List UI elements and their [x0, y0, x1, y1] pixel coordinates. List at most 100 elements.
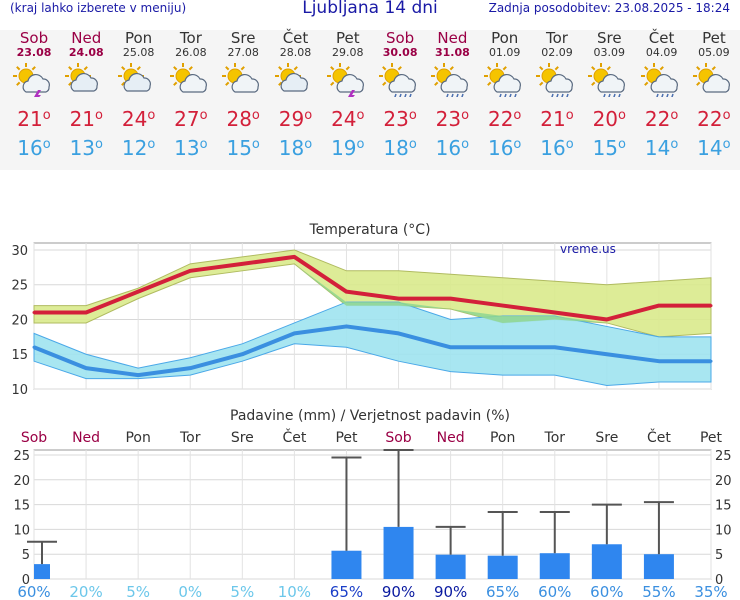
max-temp: 23o	[383, 107, 417, 131]
y-tick-label: 10	[11, 383, 28, 395]
data-point	[188, 269, 192, 273]
min-temp: 13o	[174, 136, 208, 160]
sun-cloud-rain-icon	[536, 63, 573, 101]
day-date: 25.08	[122, 46, 155, 59]
data-point	[709, 359, 713, 363]
data-point	[397, 331, 401, 335]
data-point	[292, 255, 296, 259]
day-column: Tor 02.09 21o 16o	[531, 30, 583, 160]
day-date: 26.08	[175, 46, 207, 59]
max-temp: 21o	[69, 107, 103, 131]
day-name: Ned	[71, 29, 102, 47]
data-point	[553, 311, 557, 315]
y-tick-label: 25	[11, 279, 28, 294]
day-column: Pon 01.09 22o 16o	[479, 30, 531, 160]
min-temp: 13o	[69, 136, 103, 160]
precip-probability: 55%	[642, 583, 675, 600]
day-column: Pon 25.08 24o 12o	[113, 30, 165, 160]
day-column: Čet 04.09 22o 14o	[636, 30, 688, 160]
day-date: 02.09	[541, 46, 573, 59]
sun-cloud-icon	[169, 63, 207, 93]
precip-bar	[331, 550, 362, 579]
y-tick-label-right: 25	[715, 449, 732, 464]
day-column: Ned 24.08 21o 13o	[60, 30, 112, 160]
data-point	[501, 304, 505, 308]
day-column: Ned 31.08 23o 16o	[426, 30, 478, 160]
sun-cloud-icon	[222, 63, 260, 93]
page-title: Ljubljana 14 dni	[302, 0, 438, 18]
day-name: Pet	[702, 29, 726, 47]
day-name: Pon	[124, 29, 153, 47]
precip-probability: 60%	[590, 583, 623, 600]
day-name: Tor	[179, 29, 202, 47]
max-temp: 22o	[697, 107, 731, 131]
x-tick-label: Čet	[647, 428, 671, 446]
day-name: Sob	[385, 29, 415, 47]
day-column: Čet 28.08 29o 18o	[270, 30, 322, 160]
data-point	[240, 262, 244, 266]
max-temp: 22o	[644, 107, 679, 131]
max-temp: 20o	[592, 107, 626, 131]
data-point	[449, 345, 453, 349]
precip-probability: 60%	[17, 583, 50, 600]
precip-bar	[435, 554, 466, 579]
day-name: Čet	[648, 29, 675, 47]
min-temp: 12o	[121, 136, 156, 160]
day-column: Sre 03.09 20o 15o	[583, 30, 635, 160]
day-name: Sre	[597, 29, 622, 47]
data-point	[605, 352, 609, 356]
sun-cloud-thunder-icon	[326, 63, 364, 103]
data-point	[84, 311, 88, 315]
sun-cloud-icon	[692, 63, 730, 93]
data-point	[397, 297, 401, 301]
x-tick-label: Sre	[595, 430, 618, 446]
precip-probability: 90%	[382, 583, 415, 600]
y-tick-label: 25	[13, 449, 30, 464]
max-temp: 27o	[174, 107, 208, 131]
y-tick-label: 20	[13, 474, 30, 489]
precip-bar	[643, 554, 674, 579]
data-point	[32, 311, 36, 315]
day-name: Pet	[335, 29, 360, 47]
min-temp: 18o	[383, 136, 417, 160]
data-point	[240, 352, 244, 356]
y-tick-label: 0	[22, 573, 30, 588]
last-update: Zadnja posodobitev: 23.08.2025 - 18:24	[488, 1, 730, 15]
y-tick-label: 20	[11, 313, 28, 328]
precip-probability: 5%	[126, 583, 150, 600]
cloud-sun-icon	[274, 63, 308, 92]
max-temp: 22o	[487, 107, 522, 131]
data-point	[136, 290, 140, 294]
sun-cloud-rain-icon	[588, 63, 626, 101]
max-temp: 29o	[278, 107, 313, 131]
x-tick-label: Ned	[437, 430, 465, 446]
min-temp: 18o	[278, 136, 313, 160]
y-tick-label-right: 20	[715, 474, 732, 489]
day-name: Tor	[546, 29, 568, 47]
page-header: (kraj lahko izberete v meniju) Ljubljana…	[0, 0, 740, 20]
temperature-chart: Temperatura (°C) 10 15 20 25 30 vreme.us	[11, 222, 713, 395]
precip-chart-title: Padavine (mm) / Verjetnost padavin (%)	[230, 408, 510, 424]
precipitation-chart: Padavine (mm) / Verjetnost padavin (%) So…	[13, 408, 732, 600]
day-date: 30.08	[382, 46, 418, 59]
min-temp: 16o	[487, 136, 522, 160]
data-point	[292, 331, 296, 335]
data-point	[709, 304, 713, 308]
region-menu-hint[interactable]: (kraj lahko izberete v meniju)	[10, 1, 187, 15]
forecast-strip: Sob 23.08 21o 16o Ned 24.08 21o 13o Pon 25.08 24o 1…	[0, 30, 740, 170]
precip-probability: 35%	[694, 583, 727, 600]
day-column: Pet 29.08 24o 19o	[322, 30, 374, 160]
day-name: Ned	[437, 29, 468, 47]
y-tick-label: 15	[11, 348, 28, 363]
x-tick-label: Tor	[179, 430, 201, 446]
data-point	[501, 345, 505, 349]
max-temp-line	[34, 254, 711, 322]
data-point	[657, 304, 661, 308]
cloud-sun-icon	[117, 63, 151, 92]
sun-cloud-rain-icon	[640, 63, 678, 101]
data-point	[657, 359, 661, 363]
sun-cloud-rain-icon	[379, 63, 417, 101]
x-tick-label: Sre	[231, 430, 254, 446]
min-temp-line	[33, 324, 711, 378]
day-date: 23.08	[16, 46, 52, 59]
